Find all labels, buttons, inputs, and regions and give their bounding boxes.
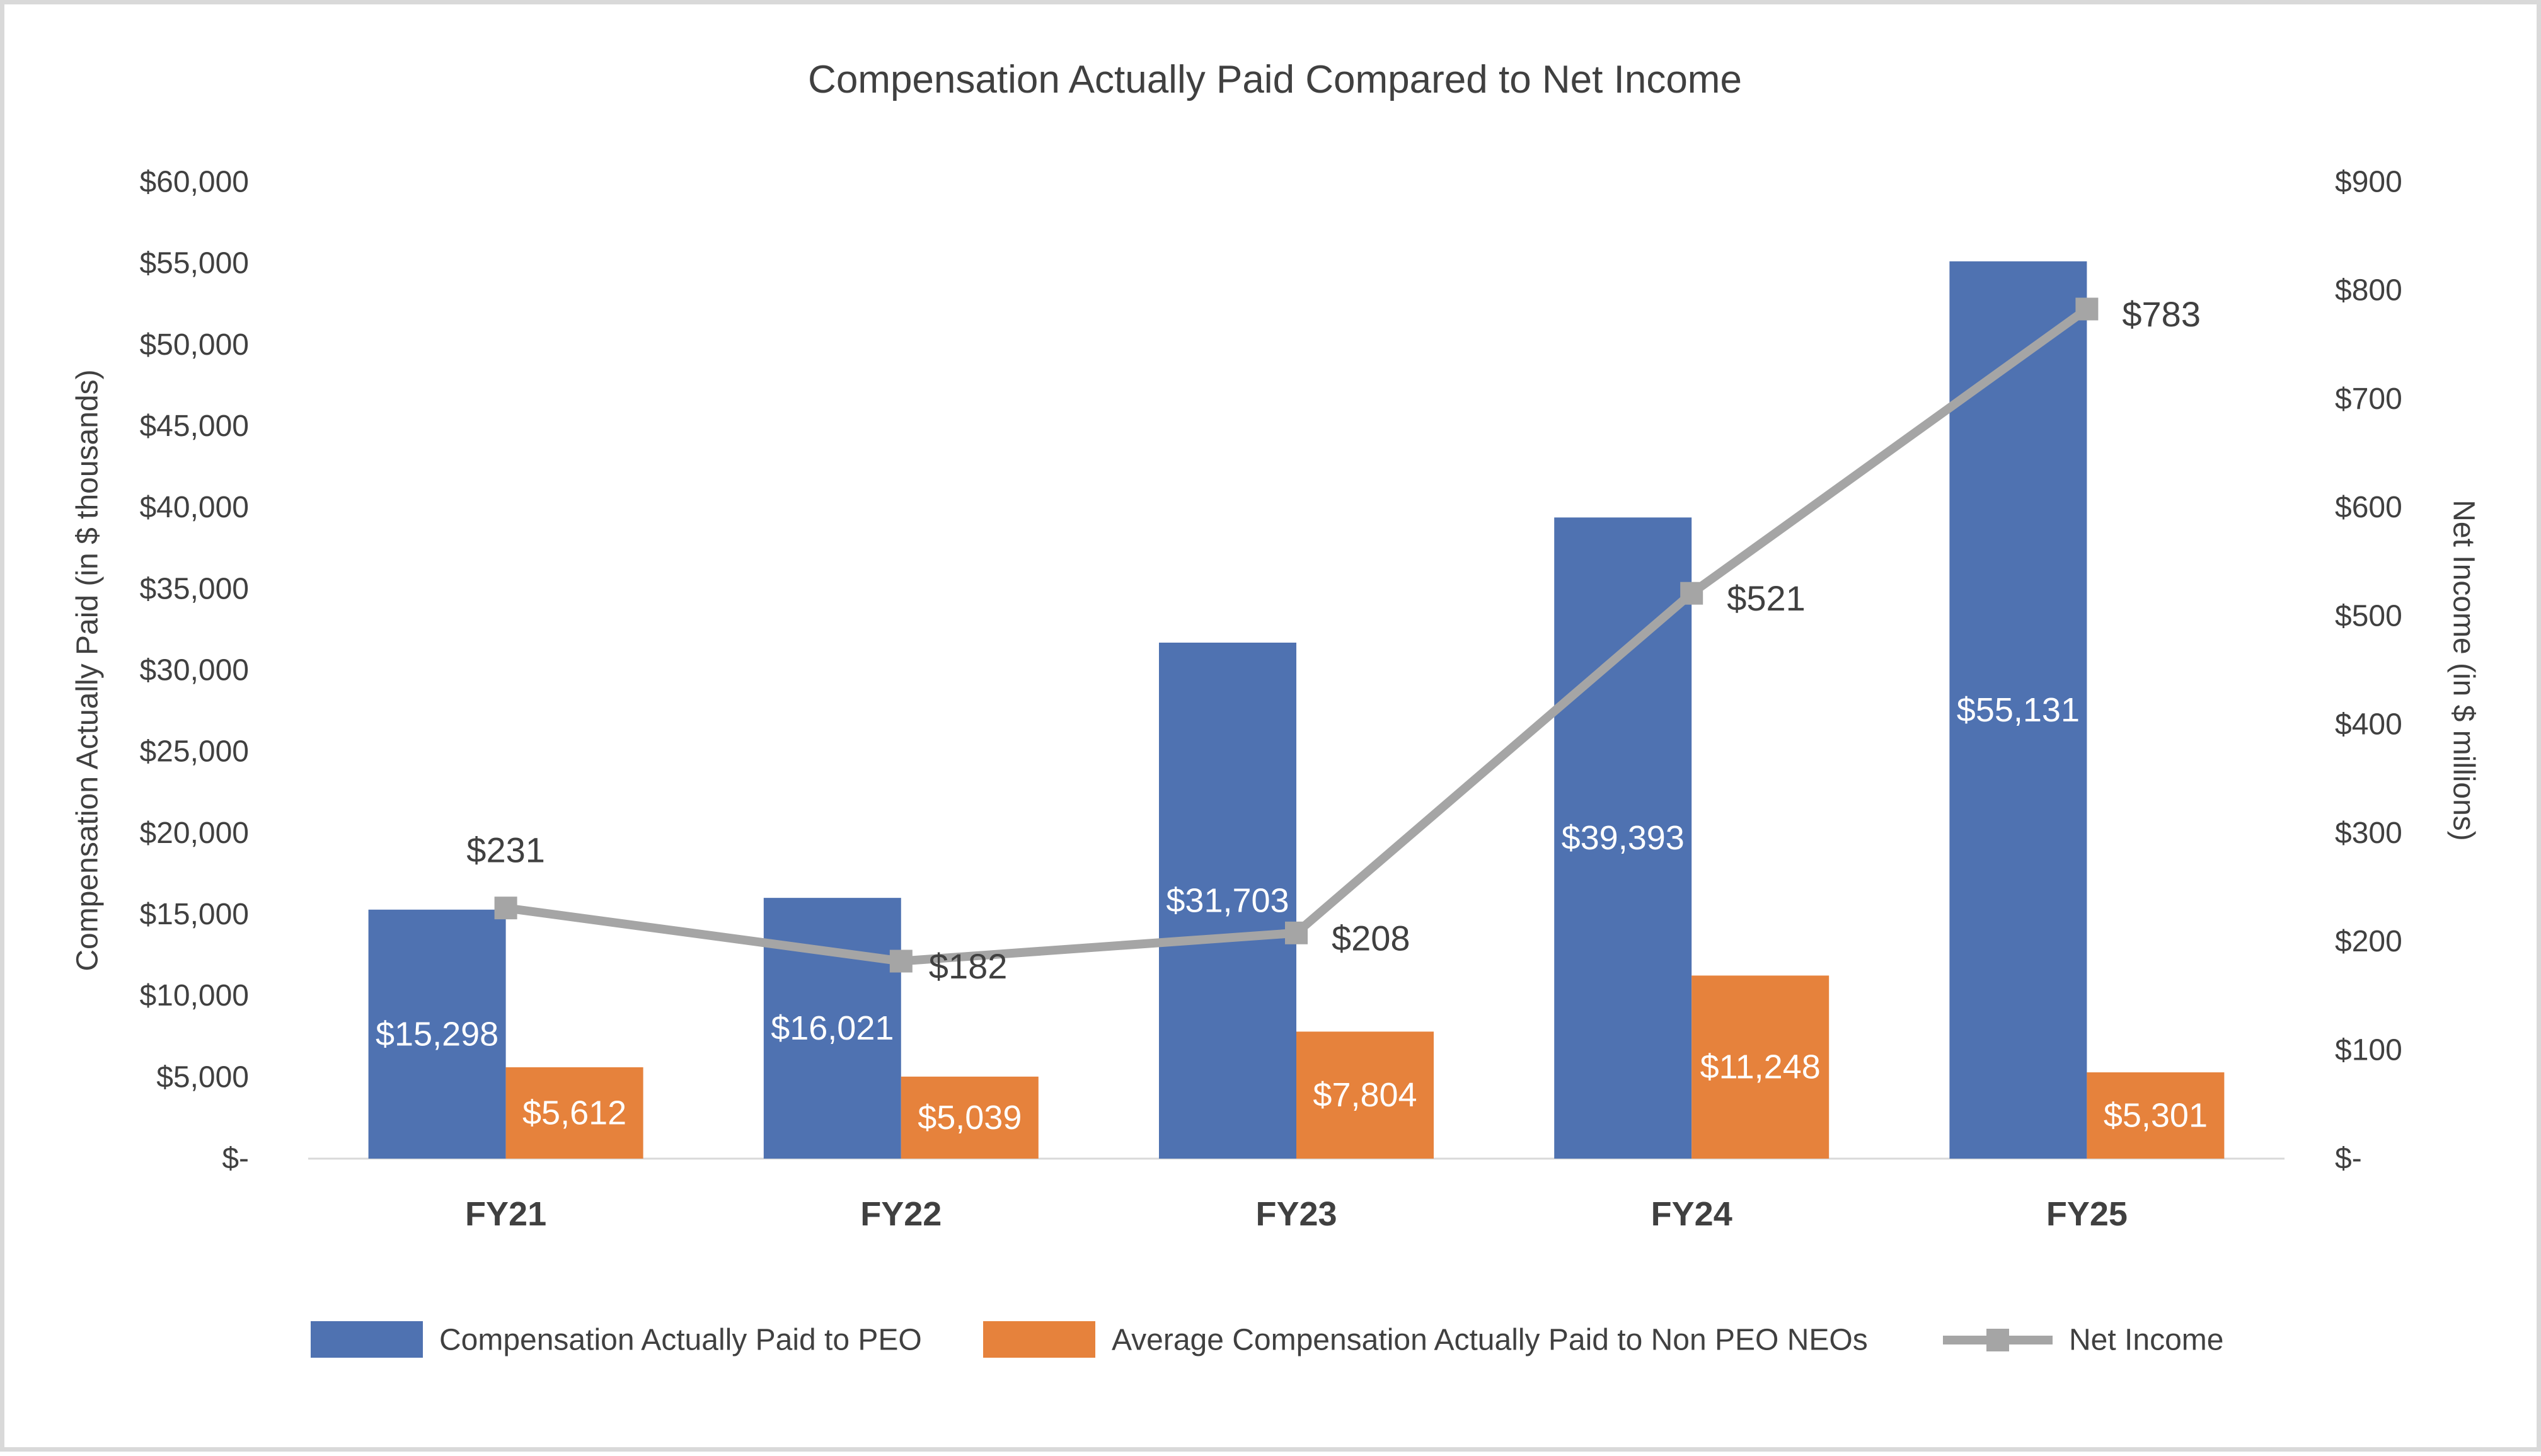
data-label-net-income: $208 — [1332, 918, 1410, 958]
net-income-marker — [1285, 921, 1308, 944]
y-right-tick-label: $200 — [2335, 925, 2402, 958]
y-left-tick-label: $35,000 — [139, 572, 249, 605]
y-right-tick-label: $100 — [2335, 1033, 2402, 1067]
y-left-tick-label: $50,000 — [139, 328, 249, 362]
net-income-marker — [2075, 297, 2099, 321]
data-label-peo: $31,703 — [1166, 882, 1289, 920]
y-right-axis-title: Net Income (in $ millions) — [2447, 500, 2480, 841]
data-label-peo: $39,393 — [1562, 819, 1685, 857]
y-left-tick-label: $30,000 — [139, 654, 249, 687]
net-income-marker — [889, 949, 913, 973]
data-label-peo: $55,131 — [1957, 691, 2080, 729]
data-label-net-income: $521 — [1727, 578, 1806, 618]
data-label-neo: $11,248 — [1700, 1048, 1821, 1086]
y-left-tick-label: $25,000 — [139, 735, 249, 769]
bar-neo — [901, 1076, 1039, 1159]
y-left-tick-label: $20,000 — [139, 817, 249, 850]
bar-neo — [505, 1067, 643, 1159]
x-tick-label: FY22 — [860, 1195, 942, 1233]
y-right-tick-label: $- — [2335, 1142, 2362, 1176]
bar-peo — [368, 909, 506, 1159]
y-left-tick-label: $- — [222, 1142, 249, 1176]
data-label-net-income: $231 — [466, 830, 545, 870]
legend-label-net-income: Net Income — [2069, 1324, 2223, 1357]
legend-label-peo: Compensation Actually Paid to PEO — [439, 1324, 922, 1357]
y-right-tick-label: $600 — [2335, 491, 2402, 524]
x-tick-label: FY24 — [1651, 1195, 1732, 1233]
y-left-axis-title: Compensation Actually Paid (in $ thousan… — [71, 369, 105, 971]
data-label-peo: $16,021 — [771, 1009, 894, 1047]
data-label-neo: $7,804 — [1313, 1076, 1417, 1114]
net-income-marker — [494, 897, 517, 920]
data-label-neo: $5,612 — [522, 1094, 626, 1132]
net-income-marker — [1680, 582, 1703, 605]
chart-title: Compensation Actually Paid Compared to N… — [808, 58, 1742, 101]
bar-peo — [1554, 517, 1692, 1159]
legend-swatch-peo — [311, 1321, 423, 1358]
legend-swatch-neo — [983, 1321, 1095, 1358]
x-tick-label: FY25 — [2046, 1195, 2128, 1233]
y-left-tick-label: $5,000 — [156, 1060, 249, 1094]
legend-label-neo: Average Compensation Actually Paid to No… — [1112, 1324, 1868, 1357]
y-right-tick-label: $700 — [2335, 382, 2402, 416]
y-right-tick-label: $500 — [2335, 599, 2402, 633]
y-left-tick-label: $40,000 — [139, 491, 249, 524]
y-left-tick-label: $55,000 — [139, 247, 249, 280]
data-label-neo: $5,301 — [2104, 1097, 2208, 1135]
bar-neo — [1691, 975, 1829, 1159]
y-right-tick-label: $900 — [2335, 166, 2402, 199]
y-right-tick-label: $800 — [2335, 274, 2402, 307]
data-label-net-income: $783 — [2122, 294, 2201, 334]
bar-peo — [1159, 643, 1296, 1159]
legend-marker-net-income — [1986, 1329, 2009, 1351]
bar-neo — [1296, 1031, 1434, 1159]
y-left-tick-label: $15,000 — [139, 898, 249, 931]
bar-peo — [1949, 261, 2087, 1159]
data-label-neo: $5,039 — [918, 1099, 1022, 1137]
y-right-tick-label: $400 — [2335, 708, 2402, 742]
x-tick-label: FY23 — [1255, 1195, 1337, 1233]
y-left-tick-label: $60,000 — [139, 166, 249, 199]
data-label-net-income: $182 — [929, 946, 1008, 986]
y-left-tick-label: $45,000 — [139, 410, 249, 443]
data-label-peo: $15,298 — [376, 1015, 498, 1053]
chart: Compensation Actually Paid Compared to N… — [71, 58, 2480, 1358]
bar-neo — [2087, 1072, 2225, 1159]
x-tick-label: FY21 — [465, 1195, 546, 1233]
y-left-tick-label: $10,000 — [139, 979, 249, 1012]
y-right-tick-label: $300 — [2335, 817, 2402, 850]
